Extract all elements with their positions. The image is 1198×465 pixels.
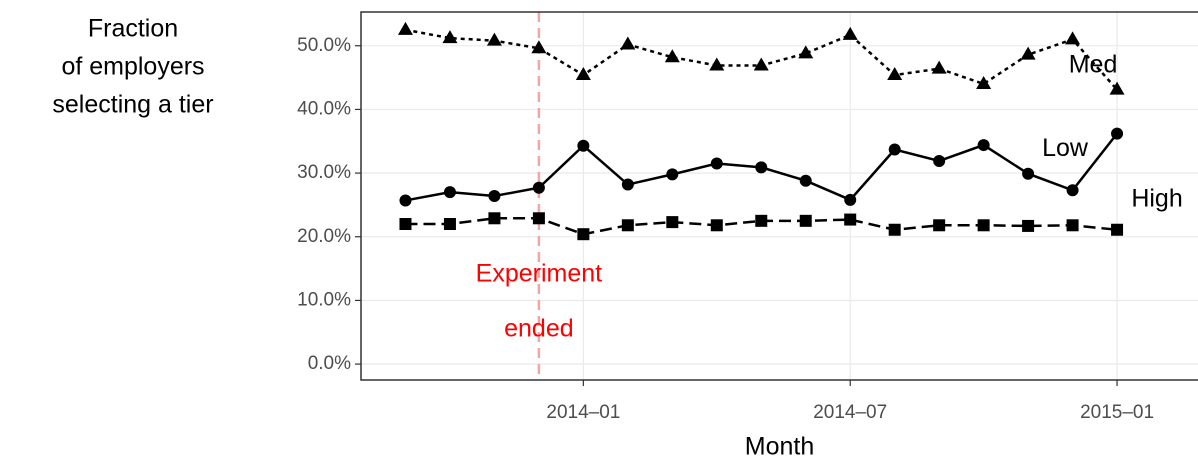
point: [577, 139, 590, 152]
point: [709, 57, 725, 71]
point: [1111, 223, 1124, 236]
point: [1065, 31, 1081, 45]
x-tick-label: 2014–07: [813, 402, 887, 423]
point: [888, 223, 901, 236]
point: [532, 212, 545, 225]
y-tick-label: 50.0%: [297, 35, 351, 56]
point: [1022, 167, 1035, 180]
panel-border: [360, 11, 1198, 381]
point: [1020, 46, 1036, 60]
point: [488, 190, 501, 202]
point: [488, 212, 501, 225]
point: [844, 213, 857, 226]
point: [844, 193, 857, 206]
y-tick-label: 20.0%: [297, 226, 351, 247]
point: [798, 45, 814, 59]
x-axis-title: Month: [745, 433, 814, 461]
y-tick-label: 30.0%: [297, 162, 351, 183]
point: [531, 40, 547, 54]
point: [1111, 127, 1124, 140]
annotation-text: Experiment: [476, 260, 602, 288]
point: [399, 218, 412, 231]
point: [933, 219, 946, 232]
point: [755, 214, 768, 227]
point: [1066, 219, 1079, 232]
point: [977, 139, 990, 152]
y-tick-label: 0.0%: [308, 353, 351, 374]
series-label: Low: [1042, 134, 1089, 162]
point: [842, 26, 858, 40]
point: [399, 194, 412, 207]
point: [755, 161, 768, 174]
annotation-text: ended: [504, 315, 574, 343]
point: [799, 174, 812, 187]
y-axis-title: of employers: [61, 53, 204, 81]
point: [442, 30, 458, 44]
point: [976, 75, 992, 89]
x-tick-label: 2015–01: [1080, 402, 1154, 423]
x-tick-label: 2014–01: [546, 402, 620, 423]
point: [666, 168, 679, 181]
point: [710, 157, 723, 170]
point: [1022, 219, 1035, 232]
point: [577, 228, 590, 241]
point: [753, 57, 769, 71]
point: [666, 216, 679, 229]
point: [799, 214, 812, 227]
point: [575, 67, 591, 81]
point: [1066, 184, 1079, 197]
y-tick-label: 10.0%: [297, 289, 351, 310]
point: [621, 219, 634, 232]
point: [621, 178, 634, 191]
point: [443, 186, 456, 199]
point: [710, 219, 723, 232]
point: [620, 36, 636, 50]
series-label: High: [1131, 184, 1182, 212]
point: [443, 218, 456, 231]
point: [888, 143, 901, 156]
point: [397, 21, 413, 35]
y-tick-label: 40.0%: [297, 98, 351, 119]
series-label: Med: [1069, 50, 1118, 78]
y-axis-title: Fraction: [88, 15, 178, 43]
point: [1109, 81, 1125, 95]
point: [486, 32, 502, 46]
y-axis-title: selecting a tier: [52, 91, 213, 119]
point: [887, 67, 903, 81]
point: [933, 154, 946, 167]
point: [664, 49, 680, 63]
point: [977, 219, 990, 232]
point: [532, 181, 545, 194]
point: [931, 60, 947, 74]
